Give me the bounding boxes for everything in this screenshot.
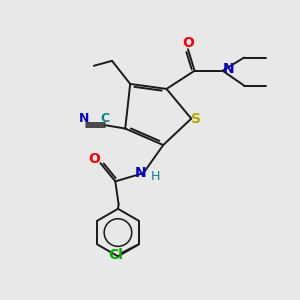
- Text: N: N: [134, 166, 146, 180]
- Text: C: C: [101, 112, 110, 125]
- Text: N: N: [223, 62, 234, 76]
- Text: O: O: [182, 36, 194, 50]
- Text: H: H: [150, 170, 160, 183]
- Text: S: S: [191, 112, 201, 126]
- Text: N: N: [79, 112, 89, 125]
- Text: Cl: Cl: [109, 248, 124, 262]
- Text: O: O: [88, 152, 101, 166]
